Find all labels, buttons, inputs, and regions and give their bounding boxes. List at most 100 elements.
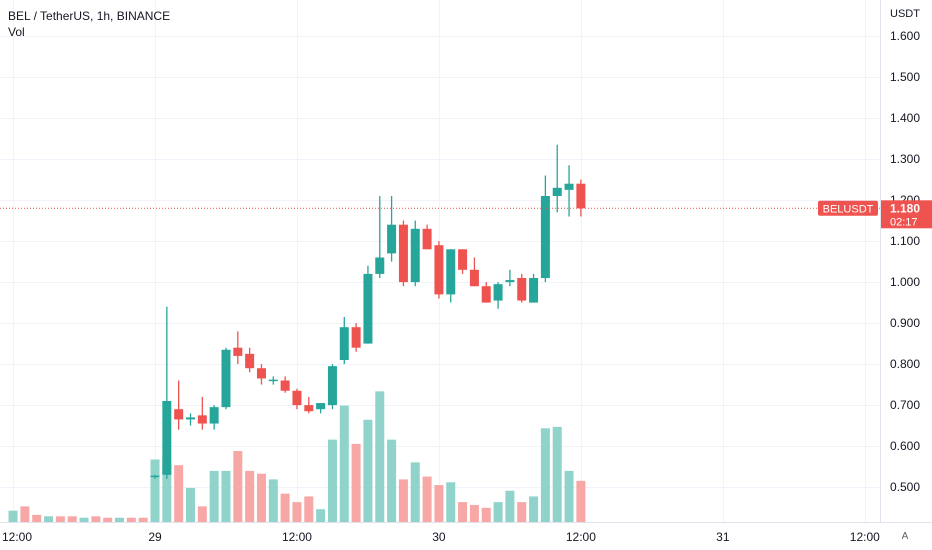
candle-body: [185, 417, 195, 420]
candles: [150, 144, 586, 479]
volume-bar: [493, 502, 503, 522]
candle-body: [529, 278, 539, 303]
auto-scale-button[interactable]: A: [901, 530, 909, 542]
candle-body: [540, 196, 550, 278]
symbol-title[interactable]: BEL / TetherUS, 1h, BINANCE: [8, 9, 171, 23]
candle-body: [174, 409, 184, 420]
volume-bar: [44, 516, 54, 522]
time-tick-label: 12:00: [566, 530, 596, 544]
volume-bar: [67, 516, 77, 522]
volume-bar: [138, 517, 148, 522]
volume-bar: [576, 480, 586, 522]
volume-bar: [32, 514, 42, 522]
ticker-label: BELUSDT: [823, 203, 874, 215]
candle-body: [422, 228, 432, 250]
price-tick-label: 0.800: [890, 357, 920, 371]
price-tick-label: 0.900: [890, 316, 920, 330]
price-tick-label: 1.100: [890, 234, 920, 248]
price-tick-label: 1.000: [890, 275, 920, 289]
volume-bar: [304, 496, 314, 522]
last-price-label: 1.180: [890, 201, 920, 215]
candle-body: [304, 405, 314, 412]
candle-body: [316, 403, 326, 410]
volume-bar: [316, 509, 326, 522]
volume-bar: [410, 462, 420, 522]
time-tick-label: 12:00: [850, 530, 880, 544]
candle-body: [493, 284, 503, 301]
volume-bar: [398, 479, 408, 522]
time-axis-labels: 12:00 29 12:00 30 12:00 31 12:00: [2, 530, 880, 544]
candle-body: [469, 269, 479, 287]
volume-bar: [458, 502, 468, 522]
volume-bar: [245, 470, 255, 522]
candle-body: [398, 224, 408, 283]
candle-body: [197, 415, 207, 424]
volume-bar: [529, 496, 539, 522]
volume-bar: [469, 504, 479, 522]
volume-bar: [8, 510, 18, 522]
volume-bar: [20, 506, 30, 522]
chart-legend: BEL / TetherUS, 1h, BINANCE Vol: [8, 8, 170, 40]
volume-bar: [221, 470, 231, 522]
candle-body: [505, 280, 515, 283]
candle-body: [339, 327, 349, 360]
ticker-label-box: [818, 200, 878, 216]
candle-body: [446, 249, 456, 295]
candle-body: [576, 183, 586, 209]
candle-body: [564, 183, 574, 190]
volume-bar: [280, 493, 290, 522]
volume-indicator-label[interactable]: Vol: [8, 25, 25, 39]
candle-body: [209, 407, 219, 424]
volume-bar: [363, 419, 373, 522]
price-tick-label: 1.600: [890, 29, 920, 43]
candle-body: [375, 257, 385, 274]
price-tick-label: 1.400: [890, 111, 920, 125]
volume-bar: [55, 516, 65, 522]
volume-bar: [197, 506, 207, 522]
volume-bar: [256, 473, 266, 522]
volume-bar: [79, 517, 89, 522]
volume-bar: [185, 487, 195, 522]
candle-body: [434, 245, 444, 295]
volume-bars: [8, 391, 586, 522]
candle-body: [387, 224, 397, 254]
candle-body: [280, 380, 290, 391]
candle-body: [363, 273, 373, 344]
volume-bar: [375, 391, 385, 522]
candle-body: [351, 327, 361, 348]
price-tick-label: 0.700: [890, 398, 920, 412]
volume-bar: [103, 517, 113, 522]
time-tick-label: 12:00: [2, 530, 32, 544]
volume-bar: [422, 476, 432, 522]
volume-bar: [517, 502, 527, 522]
candle-body: [162, 401, 172, 475]
candle-body: [292, 390, 302, 406]
candle-body: [327, 366, 337, 406]
volume-bar: [209, 470, 219, 522]
volume-bar: [126, 517, 136, 522]
time-tick-label: 31: [716, 530, 730, 544]
candle-body: [256, 368, 266, 379]
candle-body: [481, 286, 491, 303]
time-tick-label: 12:00: [282, 530, 312, 544]
volume-bar: [174, 465, 184, 522]
volume-bar: [564, 470, 574, 522]
volume-bar: [434, 485, 444, 522]
volume-bar: [387, 439, 397, 522]
volume-bar: [339, 405, 349, 522]
candle-body: [268, 379, 278, 382]
candle-body: [221, 349, 231, 408]
price-tick-label: 1.500: [890, 70, 920, 84]
bar-countdown: 02:17: [890, 216, 918, 228]
volume-bar: [150, 459, 160, 522]
volume-bar: [115, 517, 125, 522]
volume-bar: [162, 462, 172, 522]
candle-body: [458, 249, 468, 270]
volume-bar: [91, 516, 101, 522]
volume-bar: [540, 428, 550, 522]
price-tick-label: 0.600: [890, 439, 920, 453]
price-tick-label: 1.300: [890, 152, 920, 166]
volume-bar: [481, 507, 491, 522]
time-tick-label: 29: [148, 530, 162, 544]
